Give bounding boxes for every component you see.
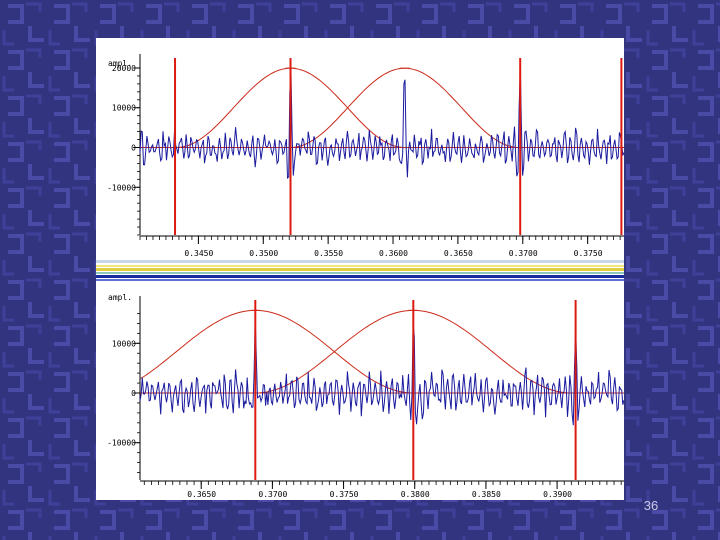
- x-tick-label: 0.3650: [444, 249, 473, 256]
- x-tick-label: 0.3700: [509, 249, 538, 256]
- y-tick-label: 10000: [112, 104, 136, 113]
- x-tick-label: 0.3500: [249, 249, 278, 256]
- x-tick-label: 0.3750: [330, 490, 359, 499]
- y-tick-label: -10000: [107, 439, 136, 448]
- signal-trace: [139, 66, 624, 179]
- chart-bottom: 0.3650 0.3700 0.3750 0.3800 0.3850 0.3900 1000…: [107, 293, 624, 499]
- x-tick-label: 0.3450: [184, 249, 213, 256]
- y-tick-label: -10000: [107, 183, 136, 192]
- x-tick-label: 0.3900: [543, 490, 572, 499]
- panel-divider: [96, 256, 624, 284]
- page-number: 36: [643, 498, 659, 513]
- x-tick-label: 0.3600: [379, 249, 408, 256]
- window-curve: [140, 309, 414, 394]
- x-tick-label: 0.3550: [314, 249, 343, 256]
- chart-top: 0.3450 0.3500 0.3550 0.3600 0.3650 0.3700 0.37…: [107, 54, 624, 256]
- y-tick-label: 10000: [112, 339, 136, 348]
- x-tick-label: 0.3750: [574, 249, 603, 256]
- x-tick-label: 0.3650: [187, 490, 216, 499]
- y-axis-label: ampl.: [108, 293, 132, 302]
- y-axis-label: ampl.: [108, 59, 132, 68]
- y-tick-label: 0: [131, 389, 136, 398]
- y-tick-label: 20000: [112, 64, 136, 73]
- x-tick-label: 0.3850: [472, 490, 501, 499]
- x-tick-label: 0.3800: [401, 490, 430, 499]
- y-tick-label: 0: [131, 144, 136, 153]
- signal-trace: [139, 318, 624, 426]
- x-tick-label: 0.3700: [258, 490, 287, 499]
- figure-panel: 0.3450 0.3500 0.3550 0.3600 0.3650 0.3700 0.37…: [96, 38, 624, 500]
